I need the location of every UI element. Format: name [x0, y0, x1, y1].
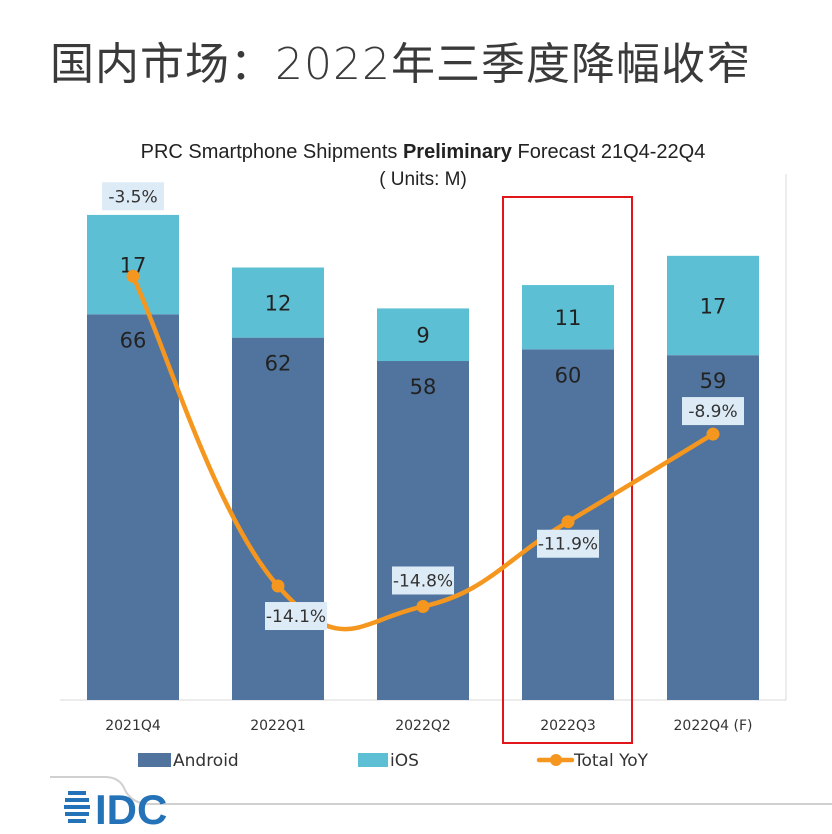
yoy-data-label: -14.8% — [393, 571, 453, 591]
yoy-label-box — [392, 566, 454, 595]
legend-swatch-android — [138, 753, 171, 767]
data-label-android: 62 — [265, 352, 292, 376]
yoy-data-label: -14.1% — [266, 607, 326, 627]
yoy-point — [416, 599, 430, 613]
data-label-ios: 17 — [700, 295, 727, 319]
logo-globe-icon — [64, 805, 90, 809]
x-tick-label: 2022Q2 — [395, 718, 451, 734]
yoy-point — [126, 269, 140, 283]
yoy-data-label: -3.5% — [108, 187, 157, 207]
logo-globe-icon — [68, 819, 86, 823]
legend-swatch-ios — [358, 753, 388, 767]
logo-globe-icon — [65, 798, 89, 802]
logo-text: IDC — [95, 786, 167, 833]
bar-ios — [87, 214, 179, 315]
bar-ios — [232, 267, 324, 338]
bar-ios — [377, 308, 469, 362]
logo-globe-icon — [65, 812, 89, 816]
x-tick-label: 2022Q3 — [540, 718, 596, 734]
data-label-android: 58 — [410, 375, 437, 399]
bar-ios — [522, 285, 614, 350]
x-tick-label: 2022Q4 (F) — [674, 718, 753, 734]
bar-android — [232, 337, 324, 700]
data-label-ios: 11 — [555, 306, 582, 330]
chart-title: PRC Smartphone Shipments Preliminary For… — [141, 141, 706, 163]
yoy-point — [561, 515, 575, 529]
data-label-android: 60 — [555, 363, 582, 387]
legend-label-yoy: Total YoY — [573, 751, 649, 771]
yoy-line — [130, 274, 716, 632]
footer-divider — [50, 776, 832, 805]
data-label-android: 66 — [120, 328, 147, 352]
chart-subtitle: ( Units: M) — [379, 169, 467, 190]
legend-label-ios: iOS — [390, 751, 419, 771]
yoy-label-box — [537, 529, 599, 558]
yoy-data-label: -11.9% — [538, 535, 598, 555]
bar-ios — [667, 255, 759, 356]
legend-swatch-yoy-marker — [550, 754, 562, 766]
data-label-ios: 9 — [416, 324, 429, 348]
data-label-ios: 12 — [265, 292, 292, 316]
x-tick-label: 2022Q1 — [250, 718, 306, 734]
bar-android — [87, 314, 179, 700]
yoy-point — [271, 579, 285, 593]
yoy-label-box — [102, 182, 164, 211]
highlight-box — [502, 196, 633, 744]
logo-globe-icon — [68, 791, 86, 795]
yoy-point — [706, 427, 720, 441]
yoy-label-box — [265, 602, 327, 631]
yoy-data-label: -8.9% — [688, 402, 737, 422]
data-label-android: 59 — [700, 369, 727, 393]
legend-label-android: Android — [173, 751, 239, 771]
bar-android — [377, 361, 469, 700]
yoy-label-box — [682, 397, 744, 426]
page-title: 国内市场：2022年三季度降幅收窄 — [50, 39, 751, 90]
x-tick-label: 2021Q4 — [105, 718, 161, 734]
